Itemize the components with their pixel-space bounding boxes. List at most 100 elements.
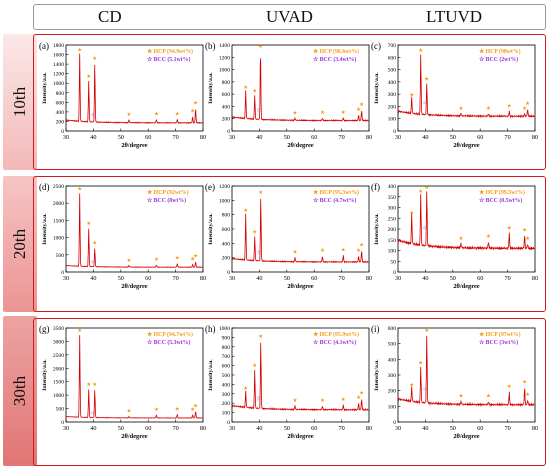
x-tick-label-c: 70 [505,134,511,141]
y-tick-label-h: 800 [222,345,231,351]
hcp-peak-marker-b: ★ [359,101,364,108]
hcp-peak-marker-h: ★ [243,385,248,392]
hcp-peak-marker-e: ★ [243,207,248,214]
x-tick-label-c: 80 [532,134,538,141]
y-tick-label-a: 1400 [53,62,64,68]
y-tick-label-d: 500 [56,253,65,259]
xrd-pattern-line-e [231,198,370,264]
y-tick-label-f: 350 [388,195,397,201]
hcp-peak-marker-a: ★ [193,100,198,107]
hcp-peak-marker-b: ★ [320,109,325,116]
hcp-peak-marker-b: ★ [356,106,361,113]
hcp-peak-marker-d: ★ [127,257,132,264]
y-tick-label-b: 600 [222,92,231,98]
xrd-pattern-line-d [65,193,204,269]
hcp-peak-marker-e: ★ [252,229,257,236]
hcp-peak-marker-f: ★ [424,184,429,191]
x-axis-label-h: 2θ/degree [287,433,313,440]
plot-area-c [397,44,536,132]
hcp-peak-marker-i: ★ [418,360,423,367]
hcp-peak-marker-c: ★ [409,91,414,98]
x-tick-label-b: 30 [229,134,235,141]
y-tick-label-i: 100 [388,404,397,410]
legend-bcc-g: ☆ BCC (5.3wt%) [147,339,190,346]
row-frame-10th [33,34,546,170]
panel-letter-a: (a) [39,41,49,51]
legend-hcp-b: ★ HCP (96.6wt%) [313,48,359,55]
y-tick-label-b: 1200 [219,55,230,61]
x-tick-label-h: 60 [311,425,317,432]
y-tick-label-h: 100 [222,411,231,417]
hcp-peak-marker-g: ★ [92,381,97,388]
y-tick-label-f: 400 [388,184,397,190]
legend-bcc-c: ☆ BCC (2wt%) [479,56,518,63]
bcc-peak-marker-f: ☆ [422,224,427,231]
x-tick-label-h: 50 [284,425,290,432]
hcp-peak-marker-d: ★ [92,240,97,247]
x-tick-label-f: 70 [505,275,511,282]
x-axis-label-e: 2θ/degree [287,283,313,290]
y-tick-label-a: 400 [56,110,65,116]
bcc-peak-marker-b: ☆ [256,107,261,114]
plot-area-d [65,185,204,273]
hcp-peak-marker-c: ★ [459,105,464,112]
hcp-peak-marker-d: ★ [190,255,195,262]
bcc-peak-marker-e: ☆ [256,249,261,256]
hcp-peak-marker-g: ★ [190,406,195,413]
plot-area-b [231,44,370,132]
y-tick-label-e: 800 [222,213,231,219]
x-tick-label-c: 30 [395,134,401,141]
y-tick-label-i: 500 [388,342,397,348]
legend-hcp-a: ★ HCP (94.9wt%) [147,48,193,55]
y-tick-label-c: 300 [388,92,397,98]
y-tick-label-a: 1800 [53,43,64,49]
y-tick-label-g: 2500 [53,353,64,359]
xrd-pattern-line-a [65,53,204,125]
hcp-peak-marker-h: ★ [341,396,346,403]
y-axis-label-e: Intensity/a.u. [208,213,214,245]
plot-area-g [65,327,204,423]
x-tick-label-e: 30 [229,275,235,282]
y-tick-label-c: 600 [388,55,397,61]
x-axis-label-g: 2θ/degree [121,433,147,440]
y-tick-label-g: 2000 [53,366,64,372]
hcp-peak-marker-h: ★ [359,390,364,397]
x-tick-label-h: 80 [366,425,372,432]
y-tick-label-h: 600 [222,364,231,370]
y-axis-label-f: Intensity/a.u. [374,213,380,245]
y-tick-label-e: 1200 [219,184,230,190]
hcp-peak-marker-g: ★ [86,381,91,388]
y-tick-label-h: 900 [222,335,231,341]
x-tick-label-b: 70 [339,134,345,141]
x-tick-label-a: 80 [200,134,206,141]
x-tick-label-f: 50 [450,275,456,282]
x-axis-label-a: 2θ/degree [121,142,147,149]
y-tick-label-h: 200 [222,401,231,407]
panel-letter-e: (e) [205,182,215,192]
legend-hcp-g: ★ HCP (94.7wt%) [147,331,193,338]
y-axis-label-d: Intensity/a.u. [42,213,48,245]
y-tick-label-g: 3000 [53,339,64,345]
bcc-peak-marker-a: ☆ [90,111,95,118]
plot-area-a [65,44,204,132]
y-axis-label-a: Intensity/a.u. [42,72,48,104]
x-tick-label-c: 40 [422,134,428,141]
x-tick-label-g: 40 [90,425,96,432]
hcp-peak-marker-e: ★ [258,189,263,196]
x-axis-label-f: 2θ/degree [453,283,479,290]
hcp-peak-marker-b: ★ [258,43,263,50]
bcc-peak-marker-i: ☆ [422,386,427,393]
x-axis-label-d: 2θ/degree [121,283,147,290]
bcc-peak-marker-d: ☆ [90,258,95,265]
y-tick-label-e: 200 [222,256,231,262]
x-tick-label-h: 40 [256,425,262,432]
hcp-peak-marker-f: ★ [486,233,491,240]
hcp-peak-marker-c: ★ [424,75,429,82]
x-tick-label-g: 70 [173,425,179,432]
y-tick-label-i: 200 [388,389,397,395]
panel-letter-f: (f) [371,182,380,192]
legend-hcp-h: ★ HCP (95.9wt%) [313,331,359,338]
hcp-peak-marker-d: ★ [86,220,91,227]
